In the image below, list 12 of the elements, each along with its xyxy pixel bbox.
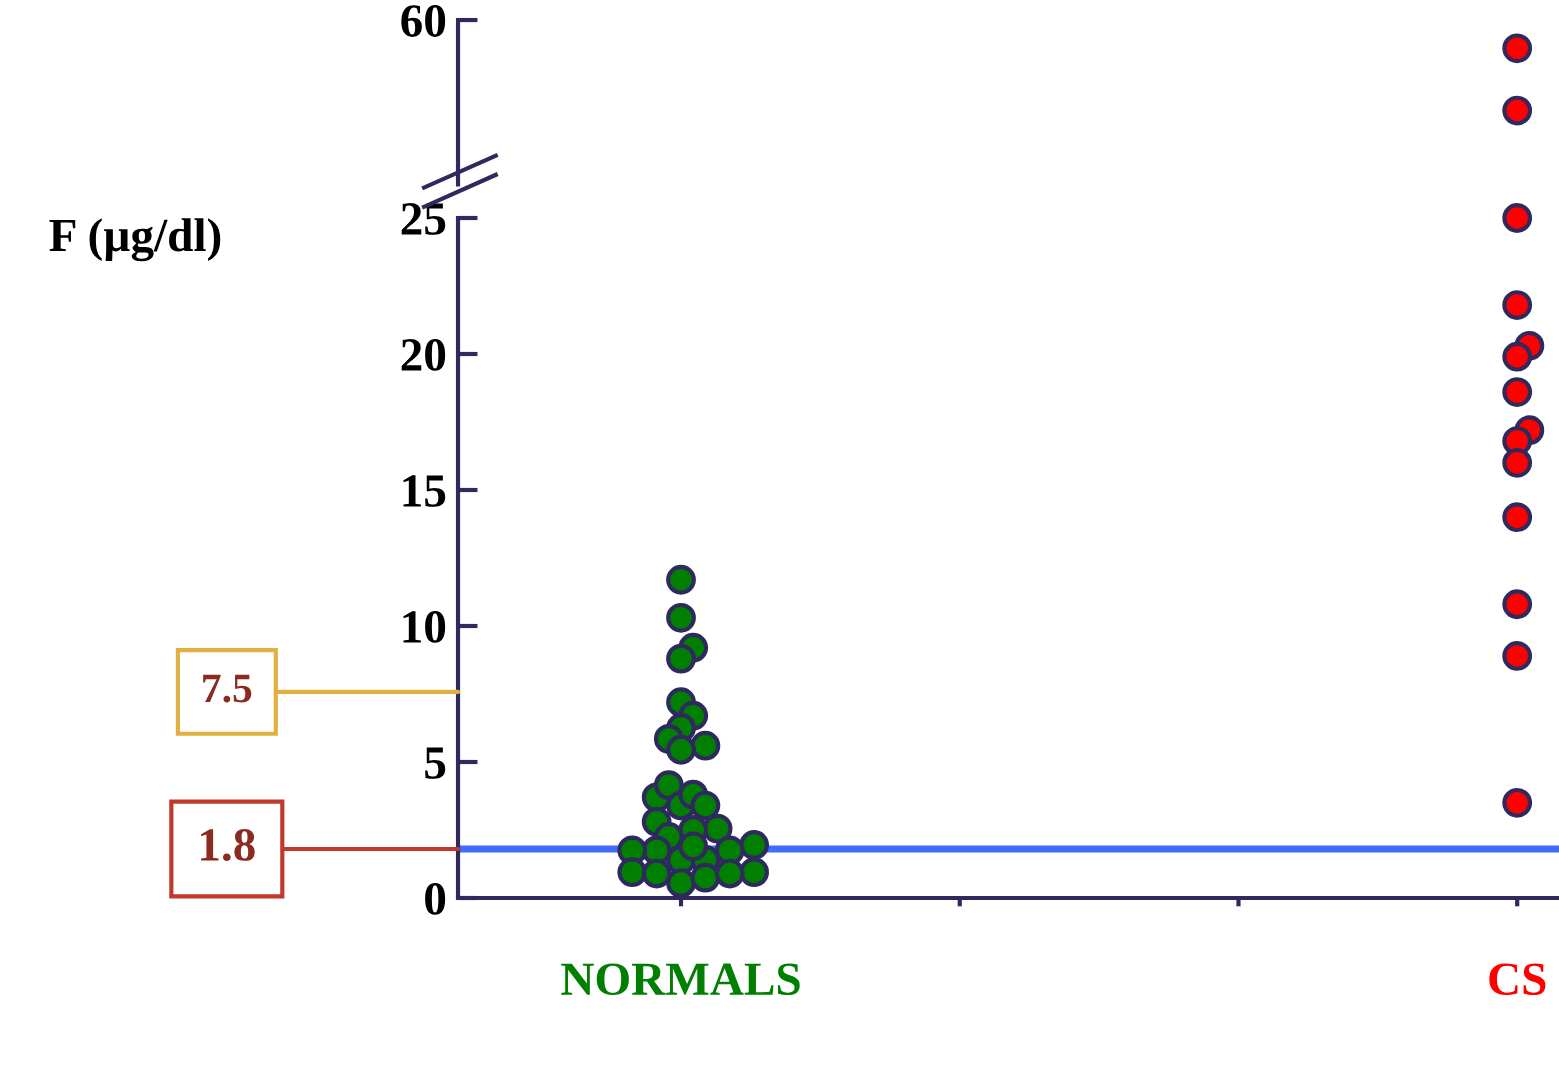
y-axis-title: F (µg/dl) — [49, 218, 221, 262]
y-tick-label: 10 — [403, 610, 446, 643]
x-tick-label: NORMALS — [561, 963, 800, 996]
ref-line-label: 1.8 — [201, 828, 255, 862]
y-tick-label: 15 — [403, 475, 446, 507]
text: 7.5 — [203, 674, 252, 703]
y-tick-label: 25 — [401, 203, 446, 235]
y-tick-label: 0 — [425, 882, 446, 915]
y-tick-label: 5 — [425, 747, 446, 779]
y-tick-label: 60 — [401, 5, 446, 37]
x-tick-label: CS — [1489, 963, 1546, 996]
y-tick-label: 20 — [401, 338, 446, 371]
